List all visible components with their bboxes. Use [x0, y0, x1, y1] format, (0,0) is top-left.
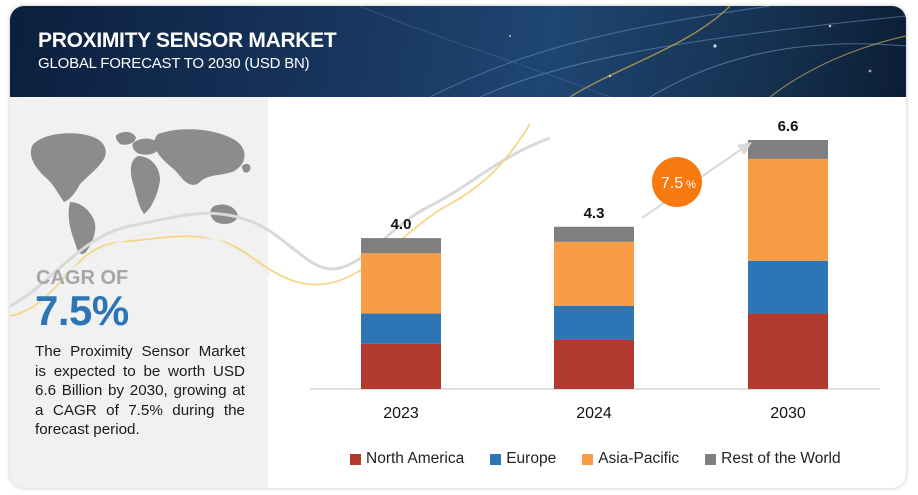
growth-badge-value: 7.5	[661, 175, 683, 192]
legend-label: Rest of the World	[721, 450, 841, 467]
legend-item: Rest of the World	[705, 450, 841, 468]
legend-label: Asia-Pacific	[598, 450, 680, 467]
growth-badge-unit: %	[686, 179, 696, 191]
legend-item: Europe	[490, 450, 556, 468]
bar-segment-north-america-2024	[554, 339, 634, 389]
legend-swatch	[705, 453, 717, 465]
legend-label: Europe	[506, 450, 557, 467]
stacked-bar-chart: 4.0 2023 4.3 2024 6.6 2030 7.5 %	[310, 118, 880, 422]
x-tick-label: 2030	[770, 405, 806, 422]
world-map-icon	[30, 129, 251, 254]
bar-segment-europe-2030	[748, 260, 828, 314]
page-subtitle: GLOBAL FORECAST TO 2030 (USD BN)	[38, 55, 310, 72]
bar-total-label: 4.0	[391, 216, 412, 233]
chart-bars	[310, 140, 880, 390]
x-tick-label: 2024	[576, 405, 612, 422]
legend-swatch	[350, 453, 361, 465]
legend-item: North America	[350, 450, 464, 468]
banner-light-streaks	[359, 6, 906, 97]
header-banner: PROXIMITY SENSOR MARKET GLOBAL FORECAST …	[10, 6, 906, 97]
bar-segment-rest-of-the-world-2023	[361, 238, 441, 254]
decorative-background	[10, 123, 551, 317]
bar-total-label: 6.6	[778, 118, 799, 135]
page-title: PROXIMITY SENSOR MARKET	[38, 29, 337, 52]
chart-labels: 4.0 2023 4.3 2024 6.6 2030	[383, 118, 806, 422]
legend-item: Asia-Pacific	[582, 450, 679, 468]
growth-badge: 7.5 %	[652, 157, 702, 207]
growth-badge-circle	[652, 157, 702, 207]
infographic-card: PROXIMITY SENSOR MARKET GLOBAL FORECAST …	[10, 6, 906, 488]
bar-segment-asia-pacific-2023	[361, 253, 441, 314]
bar-segment-asia-pacific-2030	[748, 158, 828, 261]
cagr-value: 7.5%	[35, 287, 129, 334]
x-tick-label: 2023	[383, 405, 419, 422]
bar-segment-asia-pacific-2024	[554, 241, 634, 306]
legend-label: North America	[366, 450, 465, 467]
bar-segment-rest-of-the-world-2030	[748, 140, 828, 159]
bar-segment-north-america-2030	[748, 313, 828, 389]
bar-total-label: 4.3	[584, 205, 605, 222]
bar-segment-north-america-2023	[361, 343, 441, 389]
bar-segment-europe-2023	[361, 313, 441, 344]
chart-legend: North America Europe Asia-Pacific Rest of t…	[350, 450, 867, 468]
market-description: The Proximity Sensor Market is expected …	[35, 343, 245, 439]
bar-segment-rest-of-the-world-2024	[554, 226, 634, 242]
legend-swatch	[490, 453, 502, 465]
cagr-label: CAGR OF	[36, 267, 129, 289]
bar-segment-europe-2024	[554, 306, 634, 340]
legend-swatch	[582, 453, 594, 465]
